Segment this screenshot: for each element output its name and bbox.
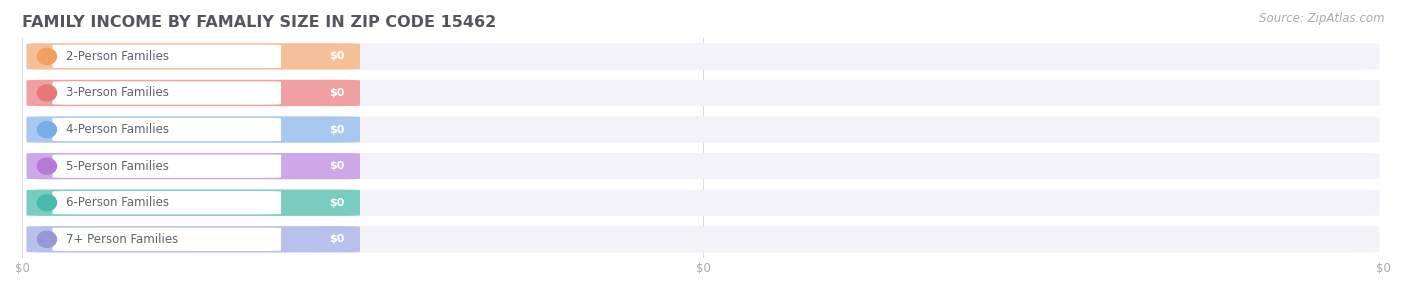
Text: $0: $0 xyxy=(329,52,344,61)
FancyBboxPatch shape xyxy=(52,45,281,68)
FancyBboxPatch shape xyxy=(27,43,360,70)
Text: 4-Person Families: 4-Person Families xyxy=(66,123,169,136)
Ellipse shape xyxy=(38,121,56,138)
FancyBboxPatch shape xyxy=(52,118,281,141)
Text: 2-Person Families: 2-Person Families xyxy=(66,50,169,63)
FancyBboxPatch shape xyxy=(27,117,360,143)
Text: 5-Person Families: 5-Person Families xyxy=(66,160,169,173)
FancyBboxPatch shape xyxy=(27,189,1379,216)
Ellipse shape xyxy=(38,48,56,64)
FancyBboxPatch shape xyxy=(27,226,360,253)
FancyBboxPatch shape xyxy=(27,153,1379,179)
Text: $0: $0 xyxy=(329,124,344,135)
Text: $0: $0 xyxy=(329,88,344,98)
Text: 6-Person Families: 6-Person Families xyxy=(66,196,169,209)
Text: 7+ Person Families: 7+ Person Families xyxy=(66,233,179,246)
FancyBboxPatch shape xyxy=(27,80,1379,106)
Text: 3-Person Families: 3-Person Families xyxy=(66,87,169,99)
FancyBboxPatch shape xyxy=(52,191,281,214)
FancyBboxPatch shape xyxy=(27,117,1379,143)
FancyBboxPatch shape xyxy=(52,228,281,251)
FancyBboxPatch shape xyxy=(52,81,281,105)
Ellipse shape xyxy=(38,195,56,211)
FancyBboxPatch shape xyxy=(52,154,281,178)
Text: $0: $0 xyxy=(329,234,344,244)
FancyBboxPatch shape xyxy=(27,43,1379,70)
FancyBboxPatch shape xyxy=(27,226,1379,253)
Ellipse shape xyxy=(38,85,56,101)
FancyBboxPatch shape xyxy=(27,153,360,179)
Text: FAMILY INCOME BY FAMALIY SIZE IN ZIP CODE 15462: FAMILY INCOME BY FAMALIY SIZE IN ZIP COD… xyxy=(22,15,496,30)
FancyBboxPatch shape xyxy=(27,80,360,106)
Ellipse shape xyxy=(38,158,56,174)
Text: $0: $0 xyxy=(329,198,344,208)
FancyBboxPatch shape xyxy=(27,189,360,216)
Ellipse shape xyxy=(38,231,56,247)
Text: Source: ZipAtlas.com: Source: ZipAtlas.com xyxy=(1260,12,1385,25)
Text: $0: $0 xyxy=(329,161,344,171)
